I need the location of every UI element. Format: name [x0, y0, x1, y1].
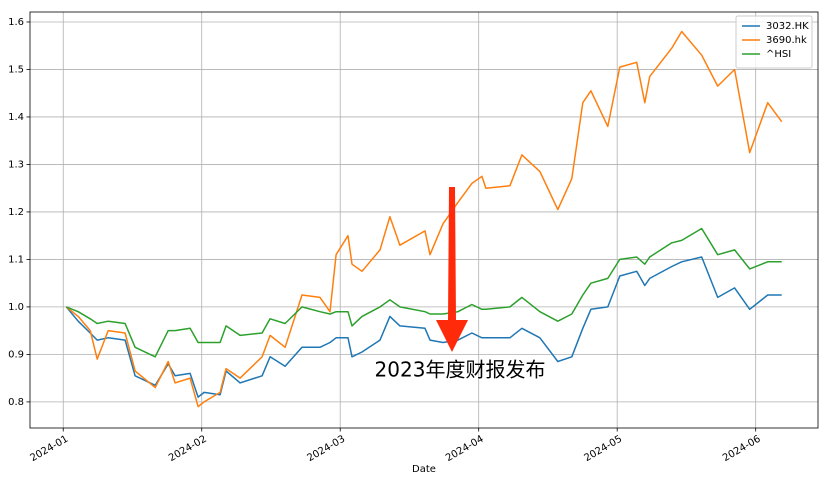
y-tick-label: 1.6	[8, 17, 24, 28]
x-tick-label: 2024-02	[167, 434, 209, 464]
plot-frame	[29, 11, 819, 429]
annotation-text: 2023年度财报发布	[375, 358, 546, 382]
x-tick-label: 2024-05	[582, 434, 624, 464]
line	[65, 30, 783, 408]
x-tick-label: 2024-01	[29, 434, 71, 464]
x-axis-label: Date	[412, 464, 436, 475]
x-tick-label: 2024-03	[306, 434, 348, 464]
y-tick-label: 1.2	[8, 207, 24, 218]
legend-label: ^HSI	[766, 49, 791, 60]
legend-box	[735, 15, 813, 69]
y-tick-label: 0.9	[8, 349, 24, 360]
annotation-arrow	[436, 187, 468, 352]
y-tick-label: 0.8	[8, 397, 24, 408]
line	[65, 256, 782, 398]
y-tick-label: 1.5	[8, 64, 24, 75]
legend-label: 3032.HK	[766, 21, 809, 32]
y-tick-label: 1.3	[8, 159, 24, 170]
x-tick-label: 2024-04	[444, 434, 486, 464]
y-tick-label: 1.1	[8, 254, 24, 265]
y-tick-label: 1.4	[8, 112, 24, 123]
plot-area	[30, 12, 818, 428]
line	[66, 227, 782, 358]
legend-label: 3690.hk	[766, 35, 807, 46]
y-tick-label: 1.0	[8, 302, 24, 313]
x-tick-label: 2024-06	[721, 434, 763, 464]
